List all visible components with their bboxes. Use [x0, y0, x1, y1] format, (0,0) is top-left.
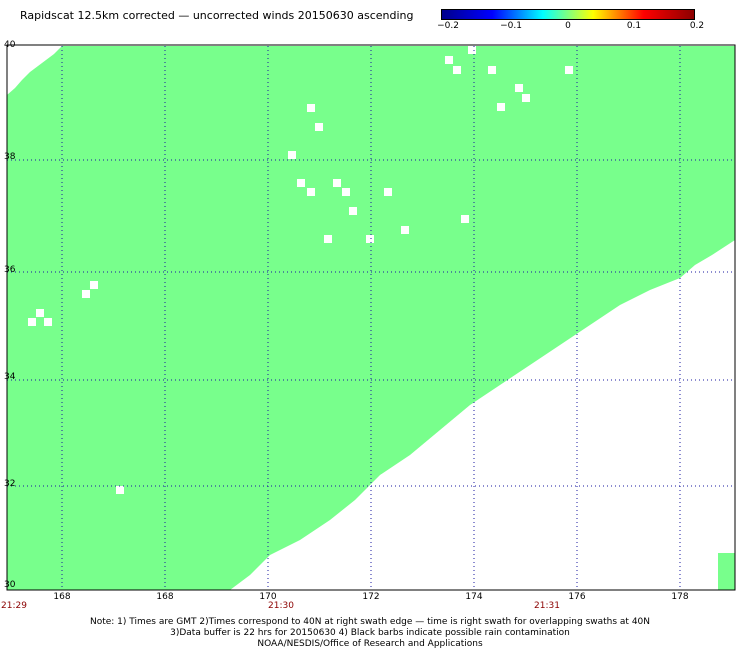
lon-label-168b: 168 [156, 592, 174, 602]
missing-data-cell [36, 309, 44, 317]
colorbar-label-neg01: −0.1 [500, 21, 522, 31]
colorbar-label-pos02: 0.2 [689, 21, 705, 31]
missing-data-cell [497, 103, 505, 111]
swath-patch [718, 553, 735, 590]
note-line-2: 3)Data buffer is 22 hrs for 20150630 4) … [170, 628, 570, 638]
lat-label-34: 34 [4, 372, 16, 382]
chart-title: Rapidscat 12.5km corrected — uncorrected… [20, 9, 414, 22]
time-label-2131: 21:31 [534, 601, 560, 611]
lon-label-178: 178 [671, 592, 689, 602]
missing-data-cell [515, 84, 523, 92]
lat-label-30: 30 [4, 580, 16, 590]
missing-data-cell [488, 66, 496, 74]
missing-data-cell [44, 318, 52, 326]
colorbar [441, 9, 695, 20]
lon-label-170: 170 [259, 592, 277, 602]
missing-data-cell [90, 281, 98, 289]
missing-data-cell [342, 188, 350, 196]
missing-data-cell [297, 179, 305, 187]
lon-label-174: 174 [465, 592, 483, 602]
time-label-2130: 21:30 [268, 601, 294, 611]
lon-label-172: 172 [362, 592, 380, 602]
missing-data-cell [315, 123, 323, 131]
time-label-2129: 21:29 [1, 601, 27, 611]
colorbar-label-zero: 0 [565, 21, 571, 31]
missing-data-cell [401, 226, 409, 234]
missing-data-cell [565, 66, 573, 74]
lat-label-32: 32 [4, 479, 16, 489]
lon-label-168a: 168 [53, 592, 71, 602]
missing-data-cell [333, 179, 341, 187]
map-frame [6, 44, 736, 591]
missing-data-cell [307, 188, 315, 196]
lat-lon-grid [7, 46, 735, 590]
note-line-1: Note: 1) Times are GMT 2)Times correspon… [89, 617, 651, 627]
lat-label-40: 40 [4, 40, 16, 50]
missing-data-cell [28, 318, 36, 326]
missing-data-cell [82, 290, 90, 298]
colorbar-label-neg02: −0.2 [437, 21, 459, 31]
note-line-3: NOAA/NESDIS/Office of Research and Appli… [257, 639, 483, 649]
missing-data-cell [324, 235, 332, 243]
missing-data-cell [116, 486, 124, 494]
missing-data-cell [366, 235, 374, 243]
colorbar-label-pos01: 0.1 [626, 21, 642, 31]
lat-label-36: 36 [4, 265, 16, 275]
missing-data-cell [307, 104, 315, 112]
missing-data-cell [349, 207, 357, 215]
missing-data-cell [468, 46, 476, 54]
missing-data-cell [461, 215, 469, 223]
missing-data-cell [445, 56, 453, 64]
lon-label-176: 176 [568, 592, 586, 602]
lat-label-38: 38 [4, 152, 16, 162]
missing-data-cell [453, 66, 461, 74]
missing-data-cell [384, 188, 392, 196]
missing-data-cell [288, 151, 296, 159]
missing-data-cell [522, 94, 530, 102]
